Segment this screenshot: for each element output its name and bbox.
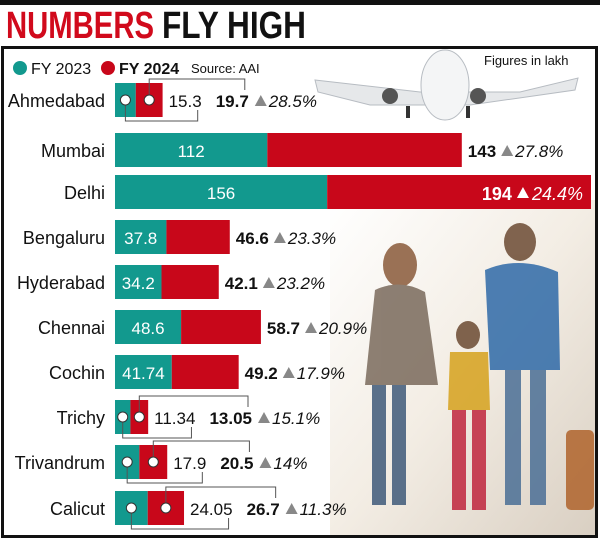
- frame: [1, 46, 598, 538]
- up-arrow-icon: [501, 145, 514, 156]
- legend-label-fy2023: FY 2023: [31, 61, 91, 78]
- marker-fy2023: [125, 502, 137, 514]
- category-label: Hyderabad: [17, 273, 105, 293]
- category-label: Chennai: [38, 318, 105, 338]
- bar-fy2024: [166, 220, 230, 254]
- bar-fy2023: [115, 310, 182, 344]
- value-fy2023: 112: [178, 142, 205, 161]
- growth-label: 23.3%: [287, 229, 336, 248]
- category-label: Calicut: [50, 499, 105, 519]
- units-note: Figures in lakh: [484, 53, 569, 68]
- title-part2: FLY HIGH: [162, 5, 306, 47]
- up-arrow-icon: [262, 277, 275, 288]
- value-fy2023: 37.8: [124, 229, 157, 248]
- family-photo: [365, 223, 594, 510]
- up-arrow-icon: [516, 187, 529, 198]
- up-arrow-icon: [254, 95, 267, 106]
- airplane-image: [314, 49, 579, 121]
- marker-fy2024: [133, 411, 145, 423]
- connector-fy2023: [126, 462, 203, 484]
- bar-fy2023: [115, 220, 167, 254]
- category-label: Cochin: [49, 363, 105, 383]
- growth-label: 11.3%: [300, 500, 347, 519]
- marker-fy2024: [160, 502, 172, 514]
- bar-fy2024: [161, 265, 219, 299]
- marker-fy2023: [121, 456, 133, 468]
- bar-fy2024: [267, 133, 462, 167]
- growth-label: 28.5%: [268, 92, 317, 111]
- legend-label-fy2024: FY 2024: [119, 61, 179, 78]
- category-label: Mumbai: [41, 141, 105, 161]
- legend-swatch-fy2023: [13, 61, 27, 75]
- value-fy2023: 48.6: [132, 319, 165, 338]
- connector-fy2024: [148, 78, 246, 100]
- connector-fy2024: [165, 486, 277, 508]
- source-note: Source: AAI: [191, 61, 260, 76]
- value-fy2023: 156: [207, 184, 235, 203]
- value-fy2023: 11.34: [154, 409, 195, 428]
- marker-fy2024: [143, 94, 155, 106]
- legend-swatch-fy2024: [101, 61, 115, 75]
- value-fy2024: 19.7: [216, 92, 249, 111]
- marker-fy2023: [117, 411, 129, 423]
- value-fy2024: 13.05: [209, 409, 252, 428]
- value-fy2023: 17.9: [173, 454, 206, 473]
- up-arrow-icon: [273, 232, 286, 243]
- up-arrow-icon: [257, 412, 270, 423]
- bar-fy2024: [327, 175, 591, 209]
- growth-label: 15.1%: [272, 409, 320, 428]
- bar-fy2024: [181, 310, 261, 344]
- category-label: Ahmedabad: [8, 91, 105, 111]
- up-arrow-icon: [305, 322, 318, 333]
- value-fy2023: 41.74: [122, 364, 165, 383]
- value-fy2023: 34.2: [122, 274, 155, 293]
- title-part1: NUMBERS: [6, 5, 154, 47]
- value-fy2024: 46.6: [236, 229, 269, 248]
- connector-fy2024: [152, 440, 250, 462]
- bar-fy2023: [115, 175, 328, 209]
- value-fy2024: 26.7: [247, 500, 280, 519]
- growth-label: 23.2%: [276, 274, 325, 293]
- value-fy2024: 143: [468, 142, 496, 161]
- bar-fy2024: [171, 355, 239, 389]
- growth-label: 27.8%: [514, 142, 563, 161]
- connector-fy2023: [124, 100, 199, 122]
- marker-fy2024: [147, 456, 159, 468]
- value-fy2024: 58.7: [267, 319, 300, 338]
- up-arrow-icon: [282, 367, 295, 378]
- category-label: Bengaluru: [23, 228, 105, 248]
- growth-label: 24.4%: [531, 184, 583, 204]
- value-fy2024: 42.1: [225, 274, 258, 293]
- value-fy2024: 49.2: [245, 364, 278, 383]
- category-label: Delhi: [64, 183, 105, 203]
- top-rule: [0, 0, 600, 5]
- connector-fy2023: [130, 508, 230, 530]
- bar-fy2023: [115, 355, 172, 389]
- up-arrow-icon: [285, 503, 298, 514]
- growth-label: 14%: [273, 454, 307, 473]
- growth-label: 17.9%: [297, 364, 345, 383]
- marker-fy2023: [119, 94, 131, 106]
- value-fy2024: 194: [482, 184, 512, 204]
- connector-fy2024: [138, 395, 249, 417]
- value-fy2023: 24.05: [190, 500, 233, 519]
- category-label: Trichy: [57, 408, 105, 428]
- value-fy2024: 20.5: [220, 454, 253, 473]
- up-arrow-icon: [259, 457, 272, 468]
- bar-fy2023: [115, 265, 162, 299]
- category-label: Trivandrum: [15, 453, 105, 473]
- bar-fy2023: [115, 133, 268, 167]
- connector-fy2023: [122, 417, 192, 439]
- value-fy2023: 15.3: [169, 92, 202, 111]
- growth-label: 20.9%: [318, 319, 367, 338]
